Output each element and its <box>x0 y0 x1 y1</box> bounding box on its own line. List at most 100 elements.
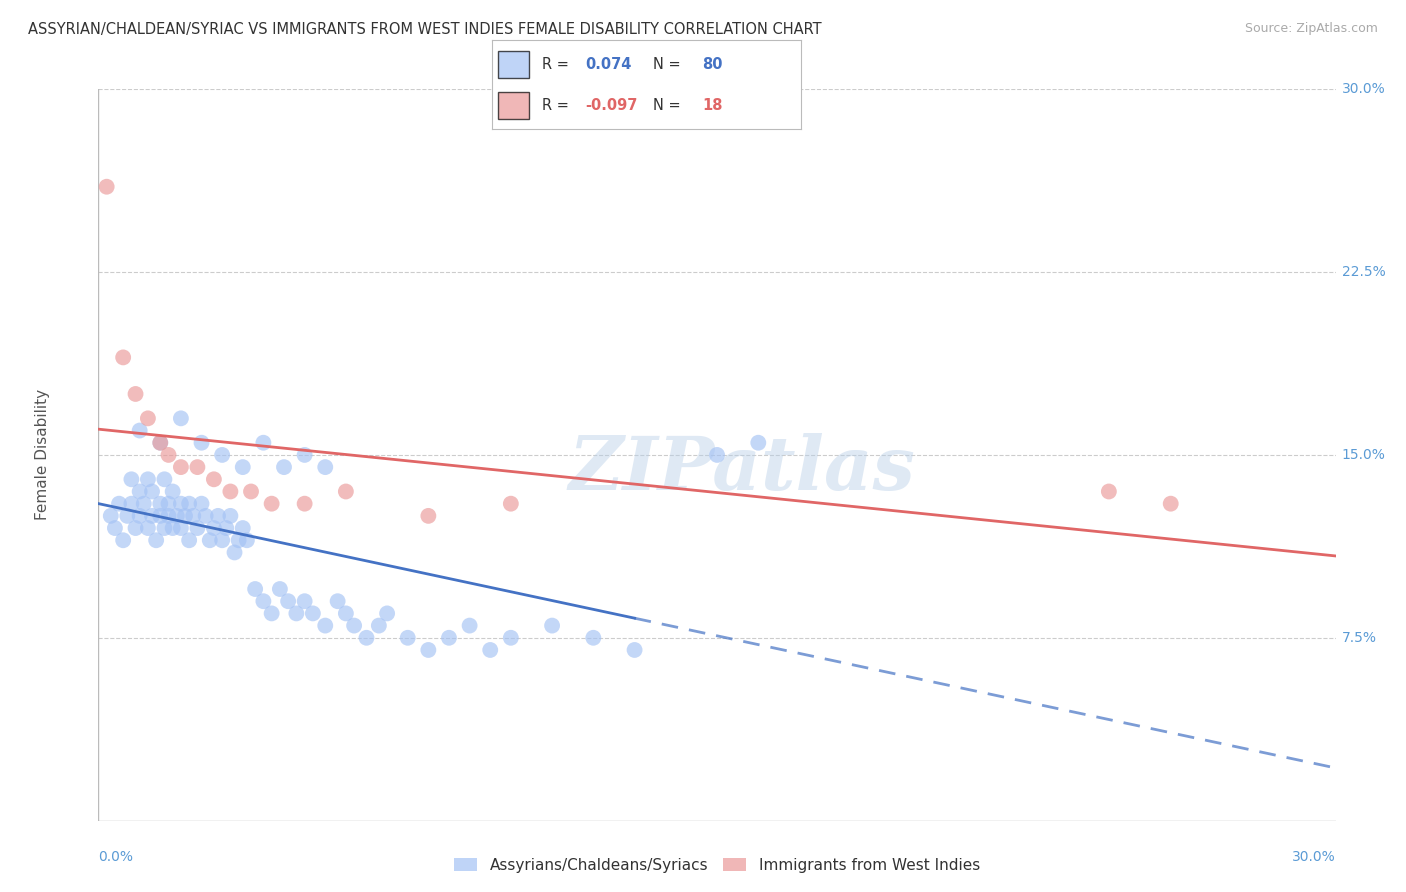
Point <box>302 607 325 621</box>
Text: 18: 18 <box>703 98 723 112</box>
Point <box>285 607 308 621</box>
Point <box>128 424 150 438</box>
Point <box>582 631 605 645</box>
Point <box>228 533 250 548</box>
Point <box>198 533 221 548</box>
Text: Female Disability: Female Disability <box>35 389 51 521</box>
Point <box>112 533 135 548</box>
Point <box>153 521 176 535</box>
Point <box>149 497 172 511</box>
Point <box>162 521 184 535</box>
Point <box>174 508 197 523</box>
Point <box>375 607 398 621</box>
Point <box>153 472 176 486</box>
Point <box>202 521 225 535</box>
Legend: Assyrians/Chaldeans/Syriacs, Immigrants from West Indies: Assyrians/Chaldeans/Syriacs, Immigrants … <box>449 852 986 879</box>
Point <box>120 472 142 486</box>
Point <box>190 435 212 450</box>
Text: ASSYRIAN/CHALDEAN/SYRIAC VS IMMIGRANTS FROM WEST INDIES FEMALE DISABILITY CORREL: ASSYRIAN/CHALDEAN/SYRIAC VS IMMIGRANTS F… <box>28 22 821 37</box>
Text: Source: ZipAtlas.com: Source: ZipAtlas.com <box>1244 22 1378 36</box>
Point <box>224 545 246 559</box>
Point <box>149 435 172 450</box>
Point <box>145 533 167 548</box>
FancyBboxPatch shape <box>498 92 529 119</box>
Point <box>170 497 193 511</box>
Text: 30.0%: 30.0% <box>1292 850 1336 863</box>
FancyBboxPatch shape <box>498 51 529 78</box>
Point <box>294 448 316 462</box>
Point <box>314 618 336 632</box>
Point <box>211 448 233 462</box>
Point <box>179 533 201 548</box>
Point <box>232 521 254 535</box>
Point <box>277 594 299 608</box>
Point <box>437 631 460 645</box>
Point <box>202 472 225 486</box>
Point <box>215 521 238 535</box>
Text: ZIPatlas: ZIPatlas <box>568 434 915 506</box>
Text: 0.0%: 0.0% <box>98 850 134 863</box>
Text: N =: N = <box>652 57 681 71</box>
Point <box>269 582 291 596</box>
Point <box>314 460 336 475</box>
Point <box>747 435 769 450</box>
Point <box>458 618 481 632</box>
Point <box>136 472 159 486</box>
Text: 30.0%: 30.0% <box>1341 82 1386 96</box>
Point <box>157 508 180 523</box>
Point <box>706 448 728 462</box>
Point <box>219 508 242 523</box>
Point <box>157 448 180 462</box>
Point <box>179 497 201 511</box>
Point <box>157 497 180 511</box>
Point <box>479 643 502 657</box>
Point <box>243 582 266 596</box>
Point <box>219 484 242 499</box>
Point <box>120 497 142 511</box>
Text: 7.5%: 7.5% <box>1341 631 1376 645</box>
Point <box>124 387 146 401</box>
Text: 0.074: 0.074 <box>585 57 631 71</box>
Point <box>236 533 259 548</box>
Point <box>396 631 419 645</box>
Point <box>166 508 188 523</box>
Point <box>240 484 263 499</box>
Point <box>252 594 274 608</box>
Point <box>186 521 208 535</box>
Point <box>260 497 283 511</box>
Point <box>1160 497 1182 511</box>
Point <box>499 631 522 645</box>
Point <box>418 508 440 523</box>
Point <box>112 351 135 365</box>
Point <box>104 521 127 535</box>
Point <box>418 643 440 657</box>
Point <box>136 411 159 425</box>
Point <box>260 607 283 621</box>
Point <box>170 460 193 475</box>
Point <box>96 179 118 194</box>
Point <box>273 460 295 475</box>
Point <box>108 497 131 511</box>
Point <box>207 508 229 523</box>
Point <box>541 618 564 632</box>
Point <box>623 643 645 657</box>
Point <box>141 508 163 523</box>
Text: R =: R = <box>541 57 568 71</box>
Text: 15.0%: 15.0% <box>1341 448 1386 462</box>
Point <box>252 435 274 450</box>
Point <box>128 484 150 499</box>
Text: -0.097: -0.097 <box>585 98 637 112</box>
Point <box>181 508 204 523</box>
Point <box>132 497 155 511</box>
Point <box>162 484 184 499</box>
Point <box>367 618 389 632</box>
Point <box>100 508 122 523</box>
Point <box>141 484 163 499</box>
Point <box>335 607 357 621</box>
Point <box>136 521 159 535</box>
Point <box>211 533 233 548</box>
Point <box>149 435 172 450</box>
Point <box>194 508 217 523</box>
Point <box>294 594 316 608</box>
Point <box>232 460 254 475</box>
